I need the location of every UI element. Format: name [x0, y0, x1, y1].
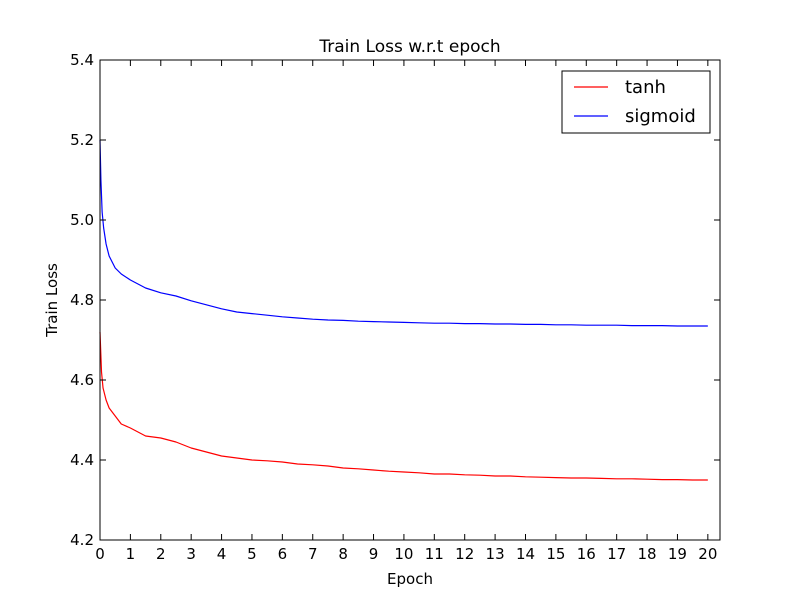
legend-label-tanh: tanh [625, 77, 666, 98]
x-tick-label: 9 [369, 545, 379, 563]
legend-box [561, 70, 711, 134]
x-tick-label: 6 [278, 545, 288, 563]
x-tick-label: 3 [186, 545, 196, 563]
series-line-sigmoid [99, 139, 708, 327]
legend: tanh sigmoid [561, 70, 711, 134]
y-axis-label: Train Loss [43, 263, 61, 338]
y-tick-label: 4.6 [70, 371, 94, 389]
x-axis-label: Epoch [387, 570, 433, 588]
x-tick-label: 13 [486, 545, 505, 563]
tick-layer: 0 1 2 3 4 5 6 7 8 9 10 11 12 13 14 15 16 17 18 19 204.24.44.… [70, 51, 720, 563]
x-tick-label: 11 [425, 545, 444, 563]
x-tick-label: 14 [516, 545, 535, 563]
x-tick-label: 10 [394, 545, 413, 563]
x-tick-label: 1 [126, 545, 136, 563]
y-tick-label: 4.2 [70, 531, 94, 549]
x-tick-label: 15 [546, 545, 565, 563]
x-tick-label: 8 [338, 545, 348, 563]
x-tick-label: 7 [308, 545, 318, 563]
y-tick-label: 5.4 [70, 51, 94, 69]
series-layer [99, 139, 708, 481]
x-tick-label: 19 [668, 545, 687, 563]
chart-title: Train Loss w.r.t epoch [318, 37, 500, 57]
legend-label-sigmoid: sigmoid [625, 106, 696, 127]
x-tick-label: 17 [607, 545, 626, 563]
x-tick-label: 12 [455, 545, 474, 563]
y-tick-label: 5.0 [70, 211, 94, 229]
x-tick-label: 18 [638, 545, 657, 563]
x-tick-label: 2 [156, 545, 166, 563]
y-tick-label: 5.2 [70, 131, 94, 149]
x-tick-label: 4 [217, 545, 227, 563]
y-tick-label: 4.4 [70, 451, 94, 469]
x-tick-label: 20 [698, 545, 717, 563]
series-line-tanh [99, 331, 708, 481]
plot-frame [99, 59, 721, 541]
x-tick-label: 16 [577, 545, 596, 563]
x-tick-label: 5 [247, 545, 257, 563]
x-tick-label: 0 [95, 545, 105, 563]
y-tick-label: 4.8 [70, 291, 94, 309]
